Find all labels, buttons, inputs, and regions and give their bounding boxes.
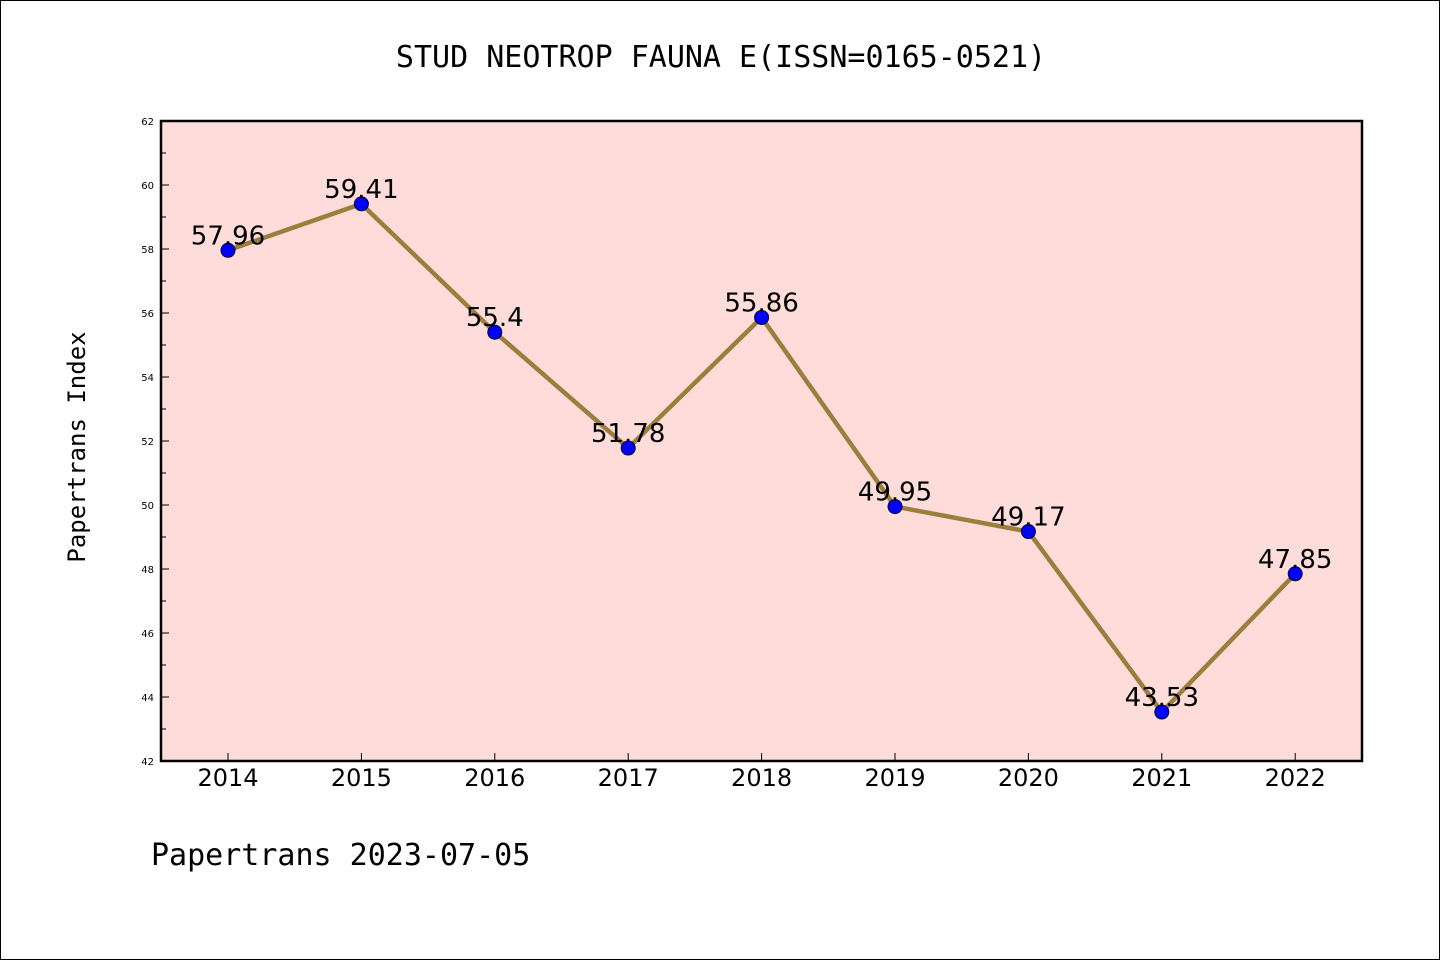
data-label: 49.17 (991, 503, 1065, 533)
x-tick-label: 2016 (464, 764, 525, 792)
data-label: 51.78 (591, 419, 665, 449)
x-tick-label: 2021 (1131, 764, 1192, 792)
data-point (754, 309, 770, 325)
data-label: 57.96 (191, 221, 265, 251)
x-axis: 2014 2015 2016 2017 2018 2019 2020 2021 2022 (197, 753, 1326, 792)
data-point (620, 440, 636, 456)
x-tick-label: 2022 (1265, 764, 1326, 792)
data-point (887, 499, 903, 515)
x-tick-label: 2017 (598, 764, 659, 792)
data-label: 55.86 (724, 288, 798, 318)
y-tick-label: 56 (141, 309, 154, 320)
data-label: 47.85 (1258, 545, 1332, 575)
footer-note: Papertrans 2023-07-05 (151, 838, 530, 873)
data-label: 55.4 (466, 303, 524, 333)
x-tick-label: 2018 (731, 764, 792, 792)
data-point (220, 242, 236, 258)
x-tick-label: 2020 (998, 764, 1059, 792)
data-label: 43.53 (1125, 683, 1199, 713)
x-tick-label: 2015 (331, 764, 392, 792)
y-tick-label: 48 (141, 565, 154, 576)
y-tick-label: 46 (141, 629, 154, 640)
y-tick-label: 60 (141, 181, 154, 192)
y-tick-label: 54 (141, 373, 154, 384)
data-point (1287, 566, 1303, 582)
chart-title: STUD NEOTROP FAUNA E(ISSN=0165-0521) (396, 40, 1046, 75)
data-label: 49.95 (858, 478, 932, 508)
plot-area (159, 119, 1364, 763)
x-tick-label: 2019 (864, 764, 925, 792)
data-labels: 57.96 59.41 55.4 51.78 55.86 49.95 49.17 43.53 4… (191, 175, 1333, 713)
y-tick-label: 42 (141, 757, 154, 768)
series-group (220, 196, 1303, 720)
data-point (487, 324, 503, 340)
data-point (353, 196, 369, 212)
y-tick-label: 52 (141, 437, 154, 448)
x-tick-label: 2014 (197, 764, 258, 792)
y-tick-label: 44 (141, 693, 154, 704)
y-tick-label: 58 (141, 245, 154, 256)
data-point (1154, 704, 1170, 720)
y-axis-label: Papertrans Index (63, 331, 91, 562)
data-point (1020, 524, 1036, 540)
y-axis: 42 44 46 48 50 52 54 56 58 60 62 (141, 117, 169, 768)
data-label: 59.41 (324, 175, 398, 205)
y-tick-label: 50 (141, 501, 154, 512)
y-tick-label: 62 (141, 117, 154, 128)
